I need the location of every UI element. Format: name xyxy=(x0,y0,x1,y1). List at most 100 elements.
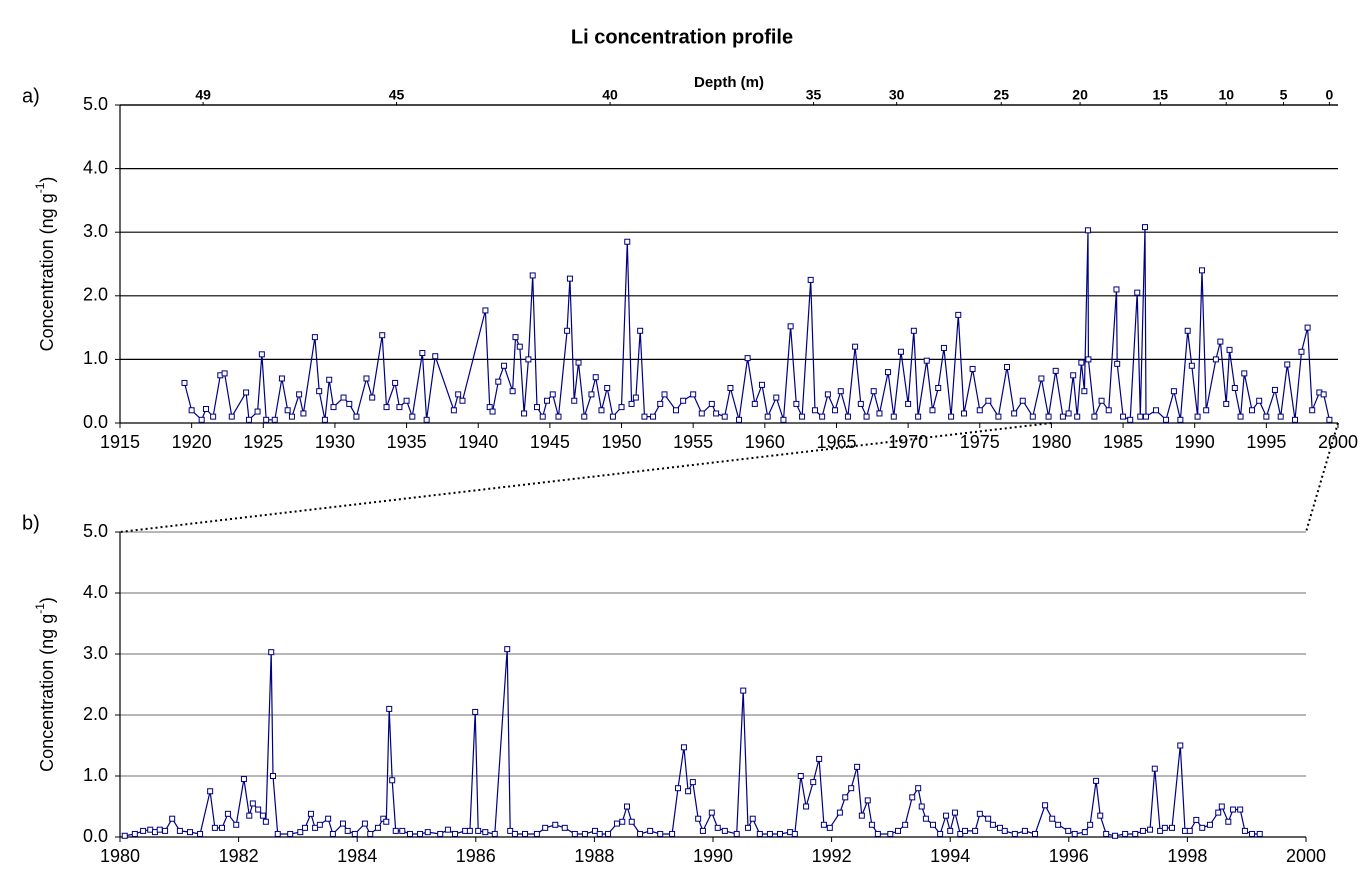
data-point xyxy=(690,391,697,398)
data-point xyxy=(288,413,295,420)
x-tick-label: 1950 xyxy=(602,432,642,452)
x-tick-label: 1970 xyxy=(888,432,928,452)
data-point xyxy=(744,824,751,831)
data-point xyxy=(417,830,424,837)
data-point xyxy=(1188,362,1195,369)
x-tick-label: 1985 xyxy=(1103,432,1143,452)
data-point xyxy=(874,830,881,837)
data-point xyxy=(330,404,337,411)
data-point xyxy=(1157,827,1164,834)
data-point xyxy=(819,413,826,420)
data-line xyxy=(183,227,1330,422)
data-point xyxy=(1163,416,1170,423)
x-tick-label: 1955 xyxy=(673,432,713,452)
data-point xyxy=(1137,413,1144,420)
data-point xyxy=(1320,391,1327,398)
data-point xyxy=(1241,370,1248,377)
data-point xyxy=(339,820,346,827)
data-point xyxy=(561,824,568,831)
data-point xyxy=(890,413,897,420)
data-point xyxy=(1011,410,1018,417)
data-point xyxy=(985,815,992,822)
x-tick-label: 1990 xyxy=(693,846,733,866)
y-tick-label: 2.0 xyxy=(83,704,108,724)
data-point xyxy=(632,394,639,401)
data-point xyxy=(736,416,743,423)
data-point xyxy=(758,381,765,388)
x2-tick-label: 49 xyxy=(195,87,211,103)
data-point xyxy=(386,705,393,712)
data-point xyxy=(740,687,747,694)
data-point xyxy=(902,821,909,828)
data-point xyxy=(501,362,508,369)
data-point xyxy=(363,375,370,382)
x2-tick-label: 40 xyxy=(602,87,618,103)
data-point xyxy=(799,413,806,420)
data-point xyxy=(803,803,810,810)
data-point xyxy=(713,410,720,417)
data-point xyxy=(1161,824,1168,831)
data-point xyxy=(618,404,625,411)
x-tick-label: 1915 xyxy=(100,432,140,452)
data-point xyxy=(1120,413,1127,420)
data-point xyxy=(186,829,193,836)
data-point xyxy=(542,824,549,831)
y-tick-label: 4.0 xyxy=(83,157,108,177)
y-tick-label: 5.0 xyxy=(83,521,108,541)
data-point xyxy=(923,357,930,364)
y-tick-label: 0.0 xyxy=(83,412,108,432)
data-point xyxy=(1249,407,1256,414)
data-point xyxy=(1038,375,1045,382)
data-point xyxy=(922,815,929,822)
data-point xyxy=(399,827,406,834)
y-tick-label: 3.0 xyxy=(83,221,108,241)
data-point xyxy=(507,827,514,834)
data-point xyxy=(140,827,147,834)
data-point xyxy=(764,413,771,420)
x-tick-label: 1935 xyxy=(387,432,427,452)
data-point xyxy=(1091,413,1098,420)
y-axis-label-part: ) xyxy=(37,177,57,183)
x2-tick-label: 5 xyxy=(1280,87,1288,103)
data-point xyxy=(403,397,410,404)
data-point xyxy=(836,809,843,816)
data-point xyxy=(466,827,473,834)
data-point xyxy=(1241,827,1248,834)
data-point xyxy=(1127,416,1134,423)
data-point xyxy=(929,407,936,414)
data-point xyxy=(905,400,912,407)
data-point xyxy=(596,830,603,837)
data-point xyxy=(957,830,964,837)
data-point xyxy=(995,413,1002,420)
data-point xyxy=(1170,388,1177,395)
data-point xyxy=(1212,356,1219,363)
x-tick-label: 2000 xyxy=(1318,432,1358,452)
x-tick-label: 1990 xyxy=(1175,432,1215,452)
data-point xyxy=(863,413,870,420)
data-point xyxy=(793,400,800,407)
data-point xyxy=(733,830,740,837)
data-point xyxy=(218,824,225,831)
data-point xyxy=(1206,821,1213,828)
data-point xyxy=(243,389,250,396)
data-point xyxy=(864,797,871,804)
y-axis-label-part: -1 xyxy=(33,603,47,614)
data-point xyxy=(575,359,582,366)
data-point xyxy=(698,410,705,417)
x-tick-label: 2000 xyxy=(1286,846,1326,866)
data-point xyxy=(1203,407,1210,414)
data-point xyxy=(870,388,877,395)
data-point xyxy=(1112,832,1119,839)
data-point xyxy=(680,744,687,751)
data-point xyxy=(1084,227,1091,234)
data-point xyxy=(1141,224,1148,231)
data-point xyxy=(791,830,798,837)
data-point xyxy=(437,830,444,837)
x-tick-label: 1960 xyxy=(745,432,785,452)
data-point xyxy=(661,391,668,398)
data-point xyxy=(389,777,396,784)
data-point xyxy=(854,763,861,770)
data-point xyxy=(689,779,696,786)
